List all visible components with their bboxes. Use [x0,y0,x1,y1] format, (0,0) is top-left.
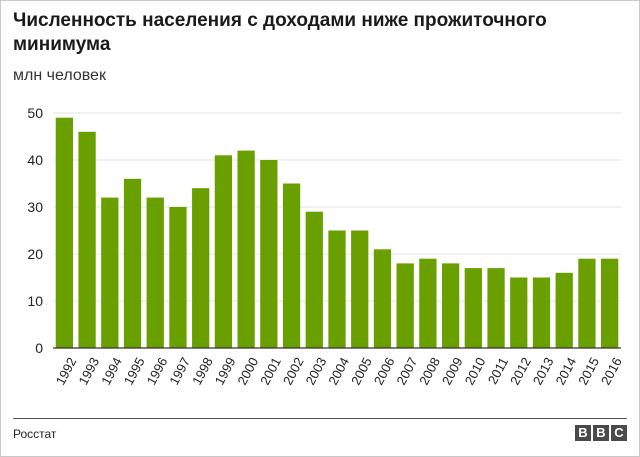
x-tick-label: 2009 [439,355,466,388]
bbc-logo-letter: B [593,425,609,441]
x-tick-label: 1997 [166,355,193,388]
source-label: Росстат [13,427,57,441]
bar [578,258,596,348]
bbc-logo-letter: C [611,425,627,441]
x-tick-label: 2013 [530,355,557,388]
x-tick-label: 2005 [348,355,375,388]
x-tick-label: 2015 [575,355,602,388]
bar [510,277,528,348]
x-tick-label: 2014 [552,355,579,388]
y-tick-label: 20 [27,246,43,262]
bar [305,211,323,348]
x-tick-label: 2003 [303,355,330,388]
bar [260,160,278,348]
bar [487,268,505,348]
y-tick-label: 10 [27,293,43,309]
bar [532,277,551,348]
x-tick-label: 1995 [121,355,148,388]
x-tick-label: 1999 [212,355,239,388]
y-tick-label: 30 [27,199,43,215]
bar [192,188,210,348]
x-tick-label: 2000 [234,355,261,388]
bar [601,258,619,348]
bbc-logo-letter: B [575,425,591,441]
bbc-logo: B B C [575,425,627,441]
x-tick-label: 1998 [189,355,216,388]
bar [78,131,96,348]
bar [441,263,460,348]
bar [214,155,233,348]
bar [146,197,164,348]
bar-chart: 0 10 20 30 40 50 19921993199419951996199719981… [27,105,625,388]
bar [351,230,369,348]
bar [373,249,392,348]
bar [169,207,187,348]
y-tick-label: 50 [27,105,43,121]
bar [55,117,73,348]
x-tick-label: 2012 [507,355,534,388]
bar [328,230,346,348]
x-tick-label: 2008 [416,355,443,388]
x-tick-label: 1992 [53,355,80,388]
bar [101,197,119,348]
x-tick-label: 2011 [485,355,511,387]
bar [555,272,573,348]
x-tick-label: 2016 [598,355,625,388]
x-tick-label: 1993 [75,355,102,388]
x-tick-label: 2002 [280,355,307,388]
y-tick-label: 40 [27,152,43,168]
bar [396,263,414,348]
chart-title: Численность населения с доходами ниже пр… [13,10,547,55]
bar [464,268,482,348]
x-tick-label: 2010 [462,355,489,388]
bar [237,150,255,348]
bar [419,258,437,348]
footer-divider [13,418,627,419]
bar [282,183,301,348]
y-tick-label: 0 [35,340,43,356]
unit-label: млн человек [13,67,106,84]
x-tick-label: 1994 [98,355,125,388]
x-tick-label: 2001 [257,355,284,388]
x-tick-label: 1996 [144,355,171,388]
x-tick-label: 2006 [371,355,398,388]
x-tick-label: 2007 [393,355,420,388]
bar [123,178,142,348]
x-tick-label: 2004 [325,355,352,388]
